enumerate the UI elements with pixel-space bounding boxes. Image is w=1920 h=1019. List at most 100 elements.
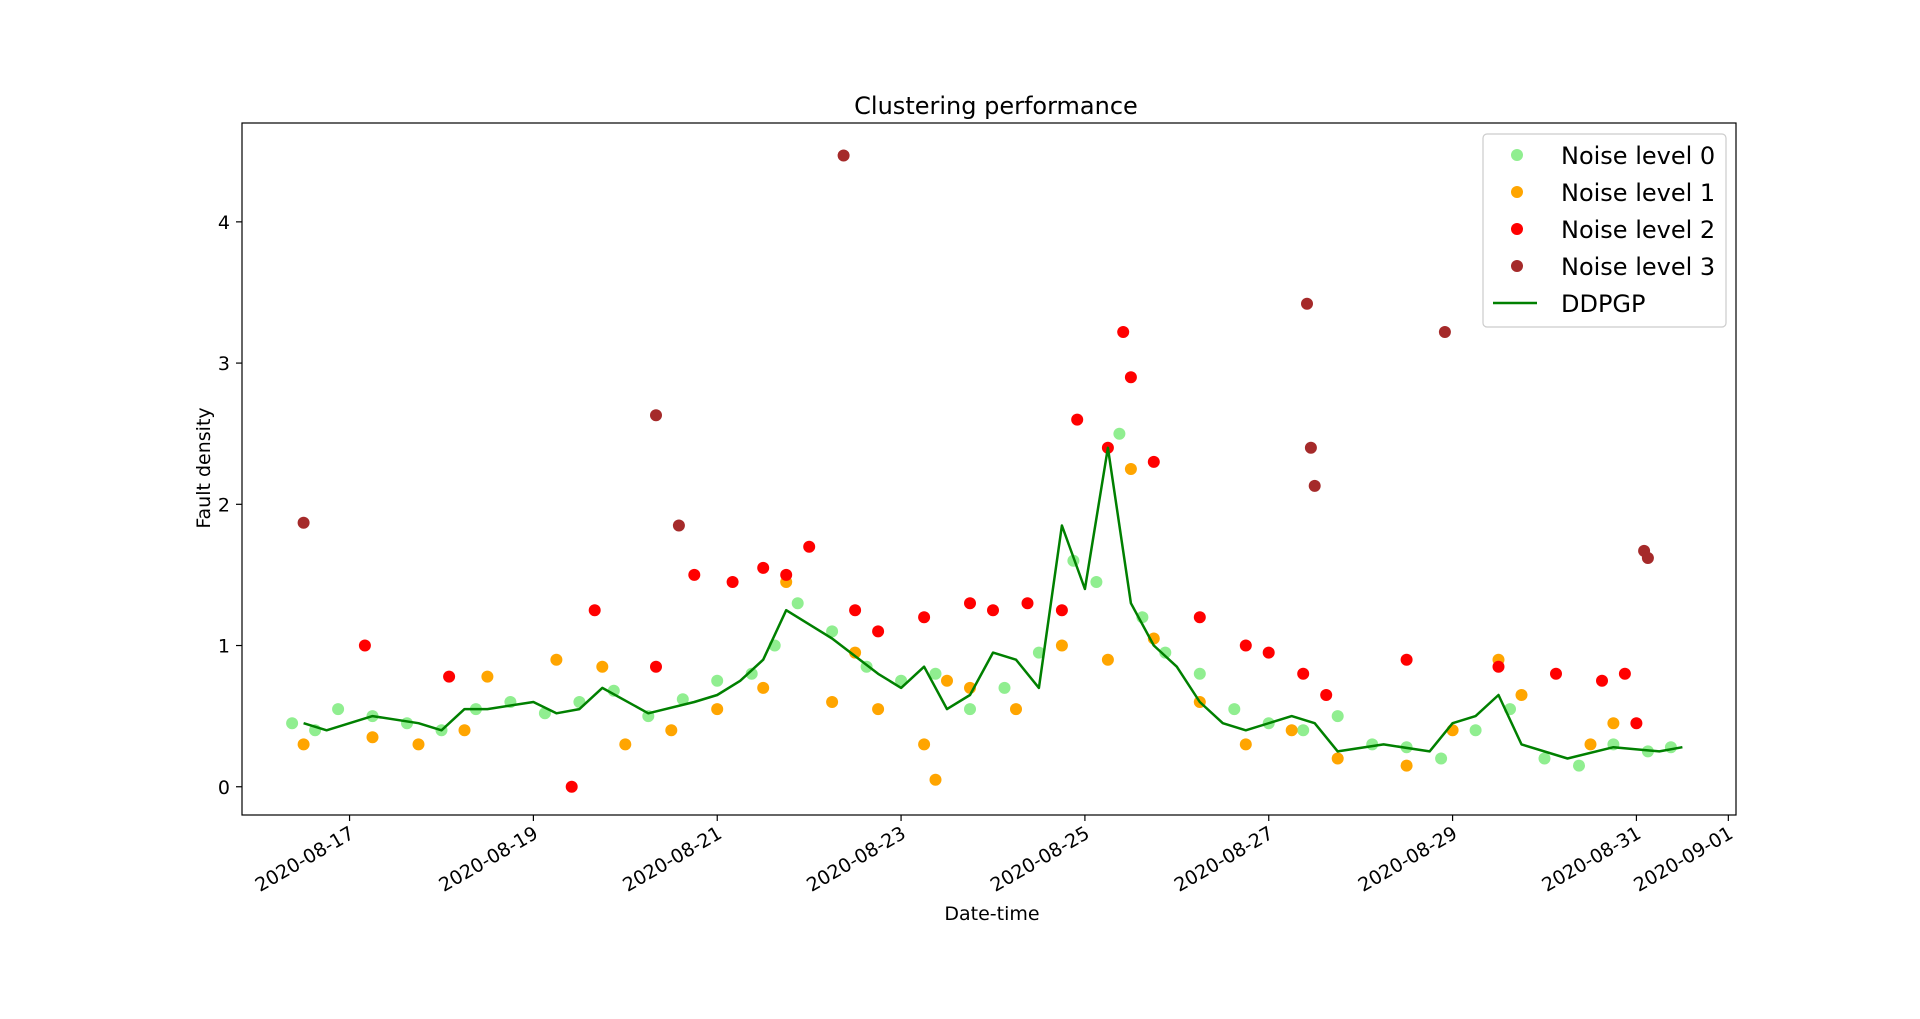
data-point bbox=[918, 611, 931, 624]
data-point bbox=[286, 717, 299, 730]
data-point bbox=[1641, 552, 1654, 564]
legend-label: Noise level 3 bbox=[1561, 253, 1715, 281]
data-point bbox=[412, 738, 425, 751]
legend-marker bbox=[1511, 223, 1523, 235]
data-point bbox=[849, 604, 862, 617]
data-point bbox=[1090, 576, 1103, 588]
data-point bbox=[443, 670, 456, 683]
data-point bbox=[1262, 646, 1275, 659]
data-point bbox=[1596, 674, 1608, 687]
data-point bbox=[1438, 326, 1451, 338]
data-point bbox=[872, 625, 885, 638]
data-point bbox=[1469, 724, 1482, 737]
data-point bbox=[780, 568, 793, 581]
data-point bbox=[565, 780, 578, 793]
data-point bbox=[837, 149, 850, 162]
data-point bbox=[1124, 371, 1137, 384]
legend-label: Noise level 1 bbox=[1561, 179, 1715, 207]
data-point bbox=[1193, 667, 1206, 680]
data-point bbox=[358, 639, 371, 652]
data-point bbox=[1101, 653, 1114, 666]
data-point bbox=[1117, 326, 1130, 338]
y-tick-label: 3 bbox=[218, 353, 230, 375]
data-point bbox=[650, 409, 662, 422]
legend-box bbox=[1482, 133, 1727, 328]
data-point bbox=[1538, 752, 1551, 765]
series-0 bbox=[286, 427, 1677, 772]
data-point bbox=[650, 660, 662, 673]
data-point bbox=[1492, 660, 1505, 673]
y-tick-label: 0 bbox=[218, 777, 230, 799]
y-tick-label: 2 bbox=[218, 494, 230, 516]
x-axis-label: Date-time bbox=[944, 903, 1039, 925]
data-point bbox=[481, 670, 494, 683]
data-point bbox=[297, 738, 310, 751]
data-point bbox=[1021, 597, 1034, 610]
ddpgp-line bbox=[303, 446, 1683, 760]
data-point bbox=[1304, 441, 1317, 454]
data-point bbox=[757, 561, 770, 574]
data-point bbox=[1285, 724, 1298, 737]
data-point bbox=[676, 693, 689, 706]
data-point bbox=[918, 738, 931, 751]
data-point bbox=[1055, 604, 1068, 617]
data-point bbox=[1193, 611, 1206, 624]
plot-area bbox=[286, 149, 1683, 793]
data-point bbox=[1113, 427, 1126, 440]
y-axis-label: Fault density bbox=[193, 407, 215, 528]
y-tick-label: 1 bbox=[218, 636, 230, 658]
legend-label: Noise level 0 bbox=[1561, 142, 1715, 170]
data-point bbox=[711, 703, 724, 716]
data-point bbox=[1239, 639, 1252, 652]
data-point bbox=[1331, 710, 1344, 723]
data-point bbox=[1147, 455, 1160, 468]
plot-frame bbox=[241, 122, 1737, 816]
data-point bbox=[1584, 738, 1597, 751]
data-point bbox=[1010, 703, 1022, 716]
data-point bbox=[1228, 703, 1241, 716]
data-point bbox=[366, 731, 379, 744]
legend-marker bbox=[1511, 149, 1523, 161]
legend: Noise level 0 Noise level 1 Noise level 2 N… bbox=[1482, 133, 1727, 328]
data-point bbox=[745, 667, 758, 680]
data-point bbox=[458, 724, 471, 737]
data-point bbox=[550, 653, 563, 666]
data-point bbox=[588, 604, 601, 617]
data-point bbox=[688, 568, 701, 581]
data-point bbox=[665, 724, 678, 737]
data-point bbox=[1297, 724, 1310, 737]
y-tick-label: 4 bbox=[218, 212, 230, 234]
legend-label: DDPGP bbox=[1561, 290, 1646, 318]
data-point bbox=[1308, 479, 1321, 492]
data-point bbox=[929, 667, 942, 680]
data-point bbox=[987, 604, 999, 617]
data-point bbox=[1071, 413, 1084, 426]
data-point bbox=[964, 703, 976, 716]
legend-marker bbox=[1511, 186, 1523, 198]
data-point bbox=[619, 738, 632, 751]
data-point bbox=[791, 597, 804, 610]
data-point bbox=[757, 681, 770, 694]
data-point bbox=[1400, 759, 1413, 772]
data-point bbox=[711, 674, 724, 687]
series-2 bbox=[358, 326, 1643, 793]
data-point bbox=[964, 597, 976, 610]
data-point bbox=[1320, 689, 1333, 701]
data-point bbox=[941, 674, 953, 687]
data-point bbox=[1159, 646, 1172, 659]
data-point bbox=[1239, 738, 1252, 751]
data-point bbox=[726, 576, 739, 588]
data-point bbox=[803, 540, 816, 553]
data-point bbox=[1618, 667, 1631, 680]
data-point bbox=[1301, 297, 1313, 310]
legend-label: Noise level 2 bbox=[1561, 216, 1715, 244]
data-point bbox=[826, 696, 839, 708]
data-point bbox=[297, 516, 310, 529]
data-point bbox=[1055, 639, 1068, 652]
data-point bbox=[1400, 653, 1413, 666]
data-point bbox=[872, 703, 885, 716]
data-point bbox=[1573, 759, 1585, 772]
legend-marker bbox=[1511, 260, 1523, 272]
